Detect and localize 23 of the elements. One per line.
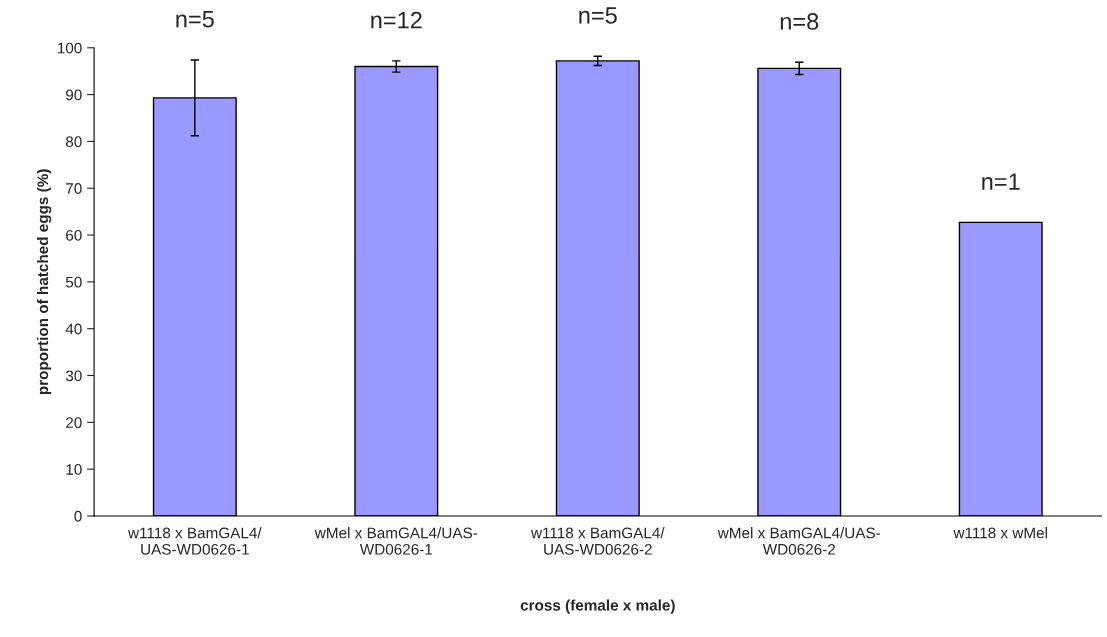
x-tick-label: w1118 x BamGAL4/ UAS-WD0626-1 (128, 527, 262, 555)
x-tick-label: wMel x BamGAL4/UAS- WD0626-2 (717, 527, 881, 555)
annotation: n=12 (371, 11, 422, 29)
y-tick-label: 50 (65, 276, 82, 288)
annotation: n=5 (176, 11, 214, 28)
y-tick-label: 10 (66, 464, 82, 475)
y-tick-label: 70 (66, 183, 82, 194)
x-axis-title: cross (female x male) (520, 599, 675, 614)
annotation: n=1 (982, 173, 1020, 190)
x-tick-label: w1118 x wMel (953, 527, 1047, 539)
y-tick-label: 60 (66, 229, 82, 241)
y-tick-label: 80 (65, 136, 82, 148)
y-tick-label: 90 (66, 89, 82, 101)
y-tick-label: 40 (65, 323, 82, 335)
y-tick-label: 0 (74, 510, 82, 522)
annotation: n=8 (780, 13, 819, 30)
y-tick-label: 30 (65, 370, 82, 382)
annotation: n=5 (579, 7, 617, 24)
y-tick-label: 100 (57, 42, 82, 54)
x-tick-label: w1118 x BamGAL4/ UAS-WD0626-2 (530, 527, 665, 555)
y-tick-label: 20 (66, 417, 82, 429)
y-axis-title: proportion of hatched eggs (%) (36, 169, 52, 395)
x-tick-label: wMel x BamGAL4/UAS- WD0626-1 (314, 527, 478, 555)
